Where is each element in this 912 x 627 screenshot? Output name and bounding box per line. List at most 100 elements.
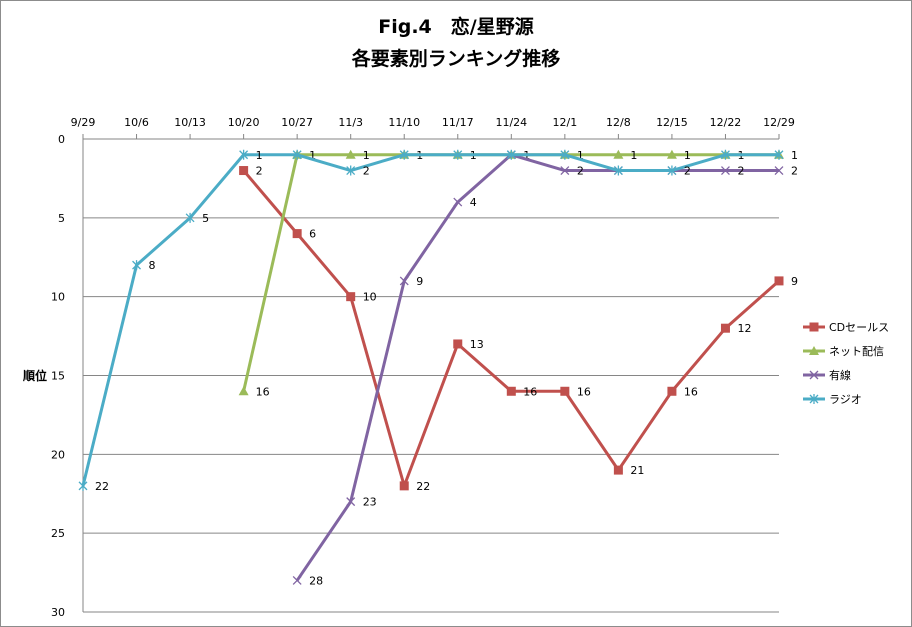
data-point	[453, 339, 463, 349]
x-tick-label: 12/8	[606, 116, 631, 129]
data-point	[292, 576, 302, 585]
data-label: 2	[737, 165, 744, 178]
data-point	[721, 166, 730, 175]
series-line	[242, 153, 779, 392]
data-label: 21	[630, 464, 644, 477]
data-label: 9	[416, 275, 423, 288]
data-label: 4	[470, 196, 477, 209]
data-label: 16	[684, 385, 698, 398]
x-tick-label: 10/20	[228, 116, 260, 129]
data-point	[809, 346, 819, 355]
data-label: 1	[363, 149, 370, 162]
x-tick-label: 10/6	[124, 116, 149, 129]
legend-item: ラジオ	[803, 393, 862, 406]
data-point	[720, 323, 730, 333]
series-line	[81, 153, 779, 487]
data-label: 13	[470, 338, 484, 351]
x-tick-label: 10/27	[281, 116, 313, 129]
data-point	[774, 149, 784, 160]
x-tick-label: 11/17	[442, 116, 474, 129]
data-label: 2	[363, 165, 370, 178]
data-point	[506, 149, 516, 160]
data-point	[238, 386, 249, 396]
series-triangle: 161 1 1 1 1 1 1 1 1 1	[238, 149, 798, 398]
y-tick-label: 10	[51, 291, 65, 304]
data-point	[721, 149, 730, 160]
data-point	[506, 386, 516, 396]
data-label: 9	[791, 275, 798, 288]
gridlines	[82, 138, 779, 613]
data-point	[809, 394, 819, 404]
x-tick-label: 11/10	[388, 116, 420, 129]
data-point	[613, 465, 623, 475]
data-point	[453, 197, 463, 207]
data-label: 6	[309, 228, 316, 241]
data-point	[399, 149, 409, 160]
y-tick-labels: 0 5 10 15 20 25 30	[51, 133, 65, 619]
data-label: 1	[256, 149, 263, 162]
data-point	[453, 149, 463, 160]
legend-label: CDセールス	[829, 321, 889, 334]
data-label: 5	[202, 212, 209, 225]
data-point	[346, 497, 356, 507]
legend-label: ラジオ	[829, 393, 862, 406]
x-tick-label: 11/24	[495, 116, 527, 129]
x-tick-label: 9/29	[71, 116, 96, 129]
x-tick-label: 10/13	[174, 116, 206, 129]
data-point	[774, 276, 784, 286]
data-label: 2	[684, 165, 691, 178]
data-point	[78, 480, 88, 491]
data-point	[292, 229, 302, 239]
data-label: 2	[577, 165, 584, 178]
data-label: 16	[256, 385, 270, 398]
x-tick-label: 12/22	[710, 116, 742, 129]
x-tick-label: 11/3	[338, 116, 363, 129]
data-point	[667, 386, 677, 396]
data-point	[809, 370, 819, 380]
data-label: 23	[363, 496, 377, 509]
data-point	[239, 166, 249, 176]
data-label: 1	[791, 149, 798, 162]
data-point	[560, 166, 570, 175]
legend-item: ネット配信	[803, 345, 884, 358]
data-point	[809, 322, 819, 332]
x-tick-label: 12/1	[552, 116, 577, 129]
data-label: 16	[577, 385, 591, 398]
data-point	[613, 165, 623, 176]
data-point	[774, 166, 784, 175]
data-label: 10	[363, 291, 377, 304]
data-label: 1	[577, 149, 584, 162]
data-point	[666, 149, 677, 159]
data-point	[560, 149, 570, 160]
data-label: 22	[95, 480, 109, 493]
legend-label: 有線	[829, 368, 851, 382]
x-tick-label: 12/15	[656, 116, 688, 129]
y-tick-label: 0	[58, 133, 65, 146]
data-label: 22	[416, 480, 430, 493]
data-point	[346, 165, 356, 176]
data-point	[239, 149, 249, 160]
data-label: 16	[523, 385, 537, 398]
data-label: 1	[684, 149, 691, 162]
data-point	[346, 292, 356, 302]
data-label: 12	[737, 322, 751, 335]
y-tick-label: 5	[58, 212, 65, 225]
data-label: 2	[791, 165, 798, 178]
data-label: 28	[309, 574, 323, 587]
data-point	[560, 386, 570, 396]
data-point	[292, 149, 302, 160]
data-label: 8	[149, 259, 156, 272]
y-tick-label: 30	[51, 606, 65, 619]
y-axis-label: 順位	[22, 368, 47, 383]
y-tick-label: 20	[51, 448, 65, 461]
legend-label: ネット配信	[829, 345, 884, 358]
data-point	[132, 260, 141, 271]
legend-item: CDセールス	[803, 321, 889, 334]
chart-title: Fig.4 恋/星野源	[378, 15, 533, 38]
data-label: 1	[630, 149, 637, 162]
